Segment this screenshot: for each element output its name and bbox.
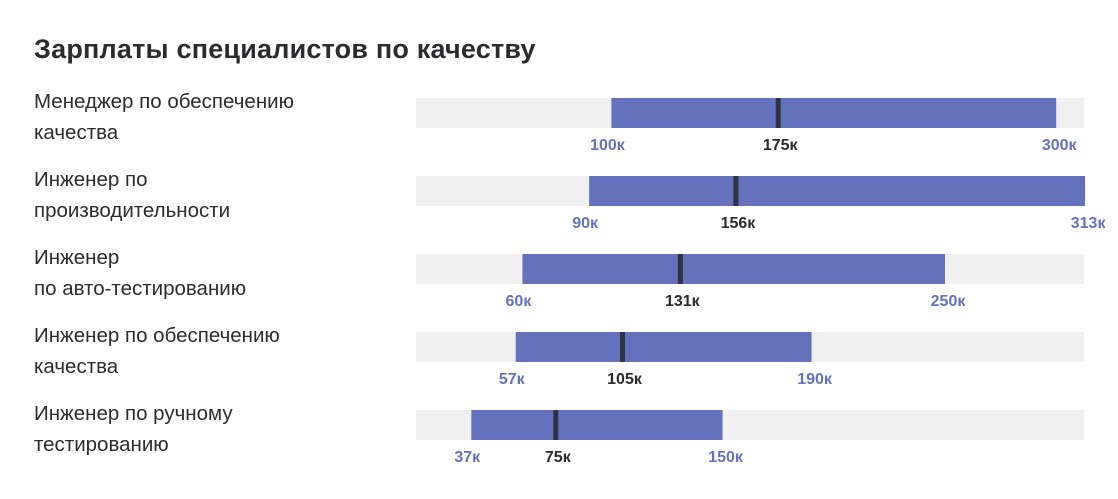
row-label-line: качества xyxy=(34,355,119,378)
range-bar xyxy=(522,254,945,284)
row-label-line: производительности xyxy=(34,199,231,222)
range-bar xyxy=(471,410,723,440)
range-bar xyxy=(611,98,1057,128)
row-label: Инженер по обеспечению качества xyxy=(34,320,280,382)
row-label: Менеджер по обеспечению качества xyxy=(34,86,294,148)
min-value-label: 100к xyxy=(590,137,626,154)
median-marker xyxy=(677,254,683,284)
median-value-label: 156к xyxy=(721,215,757,232)
max-value-label: 150к xyxy=(708,449,744,466)
min-value-label: 57к xyxy=(499,371,526,388)
min-value-label: 60к xyxy=(506,293,533,310)
row-label-line: качества xyxy=(34,121,119,144)
row-label-line: Менеджер по обеспечению xyxy=(34,90,294,113)
row-label-line: Инженер по xyxy=(34,168,148,191)
row-label-line: Инженер по обеспечению xyxy=(34,324,280,347)
max-value-label: 313к xyxy=(1071,215,1107,232)
range-bar xyxy=(589,176,1086,206)
median-value-label: 75к xyxy=(545,449,572,466)
median-marker xyxy=(620,332,626,362)
max-value-label: 300к xyxy=(1042,137,1078,154)
min-value-label: 90к xyxy=(572,215,599,232)
median-marker xyxy=(553,410,559,440)
max-value-label: 250к xyxy=(931,293,967,310)
median-value-label: 175к xyxy=(763,137,799,154)
row-label-line: Инженер xyxy=(34,246,120,269)
median-value-label: 105к xyxy=(607,371,643,388)
chart-title: Зарплаты специалистов по качеству xyxy=(34,34,536,64)
median-value-label: 131к xyxy=(665,293,701,310)
row-label-line: тестированию xyxy=(34,433,169,456)
range-bar xyxy=(515,332,812,362)
min-value-label: 37к xyxy=(454,449,481,466)
row-label: Инженер по авто-тестированию xyxy=(34,242,246,304)
row-label-line: по авто-тестированию xyxy=(34,277,247,300)
median-marker xyxy=(775,98,781,128)
row-label: Инженер по производительности xyxy=(34,164,230,226)
median-marker xyxy=(733,176,739,206)
row-label: Инженер по ручному тестированию xyxy=(34,398,233,460)
row-label-line: Инженер по ручному xyxy=(34,402,233,425)
max-value-label: 190к xyxy=(797,371,833,388)
